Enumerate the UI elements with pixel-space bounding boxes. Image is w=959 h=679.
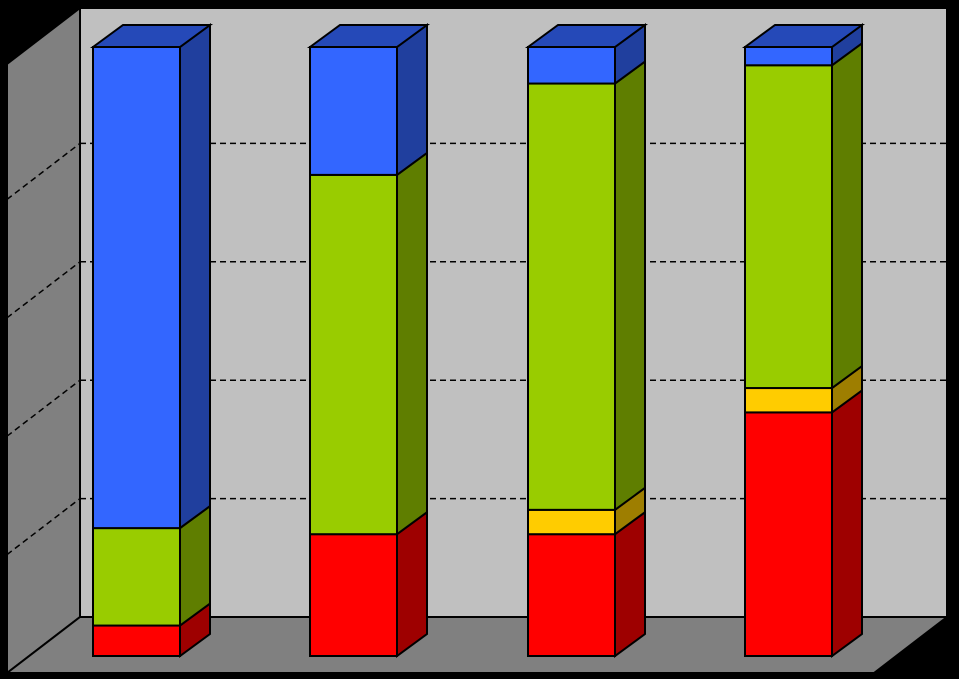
bar-segment-side xyxy=(831,41,863,391)
bar-segment xyxy=(527,46,616,85)
bar-segment-side xyxy=(396,510,428,658)
bar-segment xyxy=(309,46,398,176)
bar-segment xyxy=(744,46,833,67)
bar-segment xyxy=(92,624,181,657)
bar-stack xyxy=(741,23,866,658)
bar-segment xyxy=(527,82,616,511)
bar-stack xyxy=(306,23,431,658)
bar-segment-side xyxy=(831,388,863,658)
bar-segment-side xyxy=(614,59,646,512)
bar-segment-side xyxy=(396,23,428,177)
gridline-side xyxy=(6,142,81,200)
side-wall xyxy=(6,5,81,676)
bar-segment xyxy=(527,533,616,658)
bar-segment xyxy=(309,173,398,536)
gridline-side xyxy=(6,498,81,556)
bar-stack xyxy=(524,23,649,658)
bar-segment xyxy=(527,508,616,536)
bar-stack xyxy=(89,23,214,658)
bar-top xyxy=(89,24,214,48)
bar-top xyxy=(306,24,431,48)
bar-segment xyxy=(744,411,833,657)
bar-segment xyxy=(92,46,181,530)
bar-segment-side xyxy=(614,510,646,658)
bar-top xyxy=(524,24,649,48)
gridline-side xyxy=(6,261,81,319)
bar-segment xyxy=(309,533,398,658)
bar-segment xyxy=(744,64,833,390)
floor xyxy=(4,616,950,674)
bar-segment-side xyxy=(396,150,428,537)
bar-segment xyxy=(744,387,833,414)
bar-segment xyxy=(92,527,181,627)
bar-stacks xyxy=(89,23,866,658)
gridline-side xyxy=(6,379,81,437)
bar-top xyxy=(741,24,866,48)
bar-segment-side xyxy=(179,23,211,531)
